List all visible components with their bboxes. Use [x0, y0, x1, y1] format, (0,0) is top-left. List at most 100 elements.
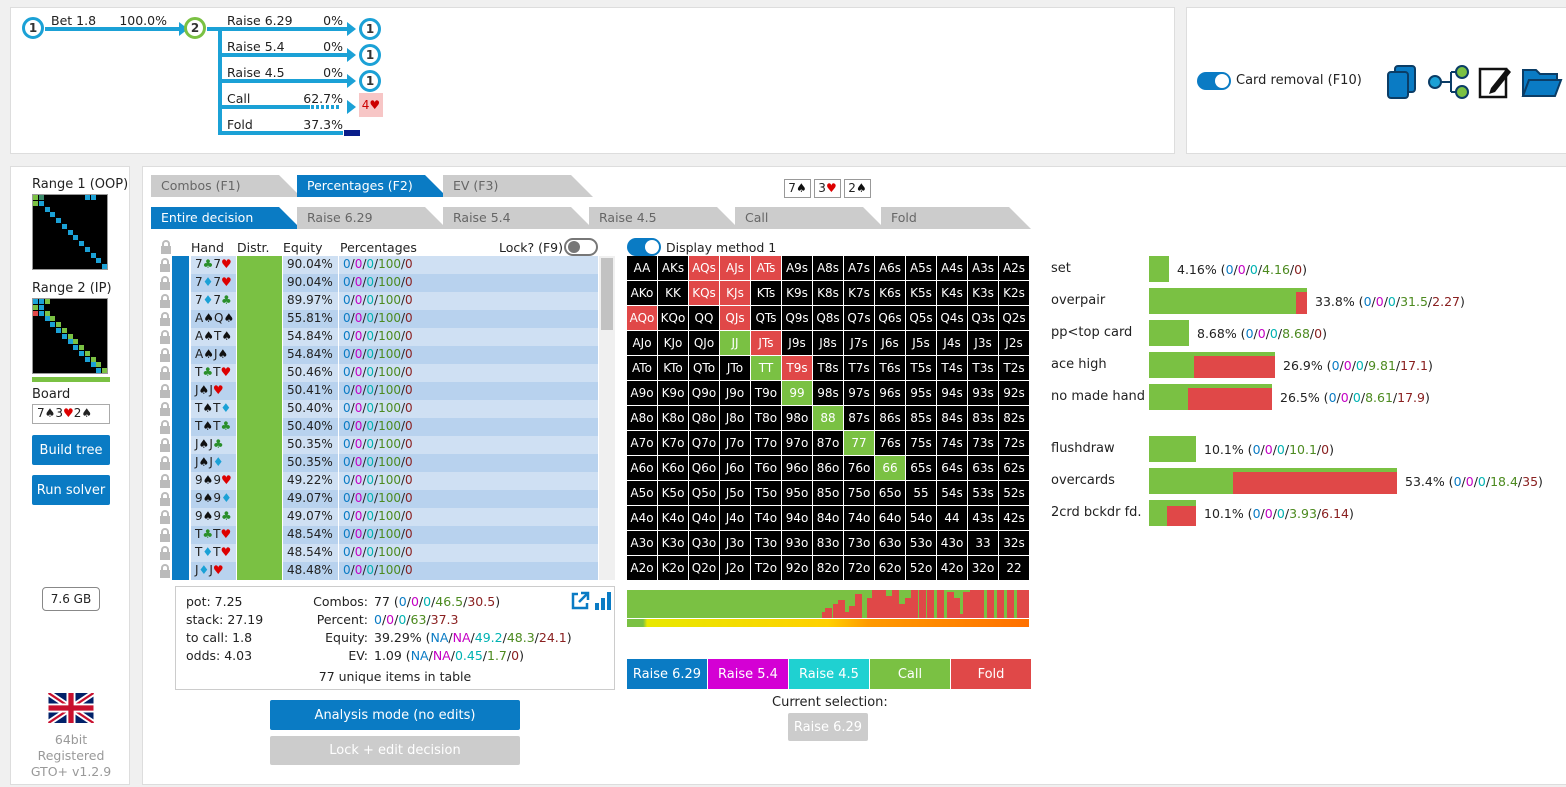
matrix-cell-54s[interactable]: 54s [937, 481, 967, 505]
matrix-cell-K5o[interactable]: K5o [658, 481, 688, 505]
matrix-cell-96o[interactable]: 96o [782, 456, 812, 480]
build-tree-button[interactable]: Build tree [32, 435, 110, 465]
matrix-cell-KQs[interactable]: KQs [689, 281, 719, 305]
table-row[interactable]: 7♦7♥ 90.04% 0/0/0/100/0 [158, 274, 598, 292]
lock-icon[interactable] [160, 348, 170, 362]
matrix-cell-KQo[interactable]: KQo [658, 306, 688, 330]
matrix-cell-75s[interactable]: 75s [906, 431, 936, 455]
matrix-cell-Q3s[interactable]: Q3s [968, 306, 998, 330]
matrix-cell-ATs[interactable]: ATs [751, 256, 781, 280]
matrix-cell-J9o[interactable]: J9o [720, 381, 750, 405]
matrix-cell-K2o[interactable]: K2o [658, 556, 688, 580]
tree-node-root[interactable]: 1 [22, 17, 44, 39]
matrix-cell-42s[interactable]: 42s [999, 506, 1029, 530]
matrix-cell-T4s[interactable]: T4s [937, 356, 967, 380]
tab-ev-f3-[interactable]: EV (F3) [443, 175, 593, 197]
matrix-cell-54o[interactable]: 54o [906, 506, 936, 530]
matrix-cell-64o[interactable]: 64o [875, 506, 905, 530]
matrix-cell-AA[interactable]: AA [627, 256, 657, 280]
matrix-cell-AKs[interactable]: AKs [658, 256, 688, 280]
hands-table[interactable]: 7♣7♥ 90.04% 0/0/0/100/0 7♦7♥ 90.04% 0/0/0/100… [158, 256, 598, 580]
table-row[interactable]: 7♦7♣ 89.97% 0/0/0/100/0 [158, 292, 598, 310]
range2-matrix[interactable] [32, 298, 108, 374]
edit-icon[interactable] [1477, 64, 1513, 100]
matrix-cell-AQo[interactable]: AQo [627, 306, 657, 330]
matrix-cell-T4o[interactable]: T4o [751, 506, 781, 530]
action-tab-fold[interactable]: Fold [881, 207, 1031, 229]
matrix-cell-J5o[interactable]: J5o [720, 481, 750, 505]
matrix-cell-Q3o[interactable]: Q3o [689, 531, 719, 555]
matrix-cell-73s[interactable]: 73s [968, 431, 998, 455]
table-row[interactable]: A♠Q♠ 55.81% 0/0/0/100/0 [158, 310, 598, 328]
action-button-raise-6-29[interactable]: Raise 6.29 [627, 659, 707, 689]
matrix-cell-K3o[interactable]: K3o [658, 531, 688, 555]
matrix-cell-AKo[interactable]: AKo [627, 281, 657, 305]
table-row[interactable]: T♠T♦ 50.40% 0/0/0/100/0 [158, 400, 598, 418]
matrix-cell-Q5s[interactable]: Q5s [906, 306, 936, 330]
matrix-cell-A6o[interactable]: A6o [627, 456, 657, 480]
matrix-cell-94o[interactable]: 94o [782, 506, 812, 530]
table-row[interactable]: J♠J♥ 50.41% 0/0/0/100/0 [158, 382, 598, 400]
matrix-cell-QQ[interactable]: QQ [689, 306, 719, 330]
matrix-cell-KJo[interactable]: KJo [658, 331, 688, 355]
matrix-cell-22[interactable]: 22 [999, 556, 1029, 580]
action-button-fold[interactable]: Fold [951, 659, 1031, 689]
matrix-cell-Q9o[interactable]: Q9o [689, 381, 719, 405]
matrix-cell-T6s[interactable]: T6s [875, 356, 905, 380]
matrix-cell-T5o[interactable]: T5o [751, 481, 781, 505]
matrix-cell-A2o[interactable]: A2o [627, 556, 657, 580]
matrix-cell-A3s[interactable]: A3s [968, 256, 998, 280]
matrix-cell-T7o[interactable]: T7o [751, 431, 781, 455]
matrix-cell-87o[interactable]: 87o [813, 431, 843, 455]
matrix-cell-92o[interactable]: 92o [782, 556, 812, 580]
matrix-cell-Q4s[interactable]: Q4s [937, 306, 967, 330]
matrix-cell-K8o[interactable]: K8o [658, 406, 688, 430]
tree-icon[interactable] [1427, 64, 1471, 100]
matrix-cell-J6s[interactable]: J6s [875, 331, 905, 355]
table-row[interactable]: 9♠9♥ 49.22% 0/0/0/100/0 [158, 472, 598, 490]
lock-icon[interactable] [160, 276, 170, 290]
matrix-cell-Q6s[interactable]: Q6s [875, 306, 905, 330]
matrix-cell-52o[interactable]: 52o [906, 556, 936, 580]
matrix-cell-62s[interactable]: 62s [999, 456, 1029, 480]
action-tab-raise-4-5[interactable]: Raise 4.5 [589, 207, 739, 229]
hand-matrix[interactable]: AA AKs AQs AJs ATs A9s A8s A7s A6s A5s A4s A3s A2s AK… [627, 256, 1029, 580]
table-row[interactable]: T♦T♥ 48.54% 0/0/0/100/0 [158, 544, 598, 562]
matrix-cell-82s[interactable]: 82s [999, 406, 1029, 430]
matrix-cell-K3s[interactable]: K3s [968, 281, 998, 305]
matrix-cell-A4o[interactable]: A4o [627, 506, 657, 530]
matrix-cell-64s[interactable]: 64s [937, 456, 967, 480]
matrix-cell-74s[interactable]: 74s [937, 431, 967, 455]
matrix-cell-Q7o[interactable]: Q7o [689, 431, 719, 455]
matrix-cell-85s[interactable]: 85s [906, 406, 936, 430]
table-row[interactable]: J♠J♦ 50.35% 0/0/0/100/0 [158, 454, 598, 472]
lock-icon[interactable] [160, 330, 170, 344]
matrix-cell-K4s[interactable]: K4s [937, 281, 967, 305]
table-row[interactable]: 7♣7♥ 90.04% 0/0/0/100/0 [158, 256, 598, 274]
matrix-cell-98s[interactable]: 98s [813, 381, 843, 405]
matrix-cell-63s[interactable]: 63s [968, 456, 998, 480]
matrix-cell-Q9s[interactable]: Q9s [782, 306, 812, 330]
matrix-cell-93s[interactable]: 93s [968, 381, 998, 405]
folder-icon[interactable] [1521, 66, 1563, 100]
matrix-cell-76s[interactable]: 76s [875, 431, 905, 455]
matrix-cell-Q7s[interactable]: Q7s [844, 306, 874, 330]
matrix-cell-33[interactable]: 33 [968, 531, 998, 555]
matrix-cell-AQs[interactable]: AQs [689, 256, 719, 280]
matrix-cell-65s[interactable]: 65s [906, 456, 936, 480]
action-button-call[interactable]: Call [870, 659, 950, 689]
matrix-cell-A7s[interactable]: A7s [844, 256, 874, 280]
matrix-cell-T3o[interactable]: T3o [751, 531, 781, 555]
matrix-cell-86o[interactable]: 86o [813, 456, 843, 480]
tree-node-raise-2[interactable]: 1 [359, 70, 381, 92]
matrix-cell-65o[interactable]: 65o [875, 481, 905, 505]
matrix-cell-43o[interactable]: 43o [937, 531, 967, 555]
matrix-cell-J8s[interactable]: J8s [813, 331, 843, 355]
lock-toggle[interactable] [564, 238, 598, 256]
matrix-cell-J4o[interactable]: J4o [720, 506, 750, 530]
action-button-raise-5-4[interactable]: Raise 5.4 [708, 659, 788, 689]
tab-percentages-f2-[interactable]: Percentages (F2) [297, 175, 447, 197]
matrix-cell-K9o[interactable]: K9o [658, 381, 688, 405]
uk-flag-icon[interactable] [48, 693, 94, 723]
lock-icon[interactable] [160, 492, 170, 506]
